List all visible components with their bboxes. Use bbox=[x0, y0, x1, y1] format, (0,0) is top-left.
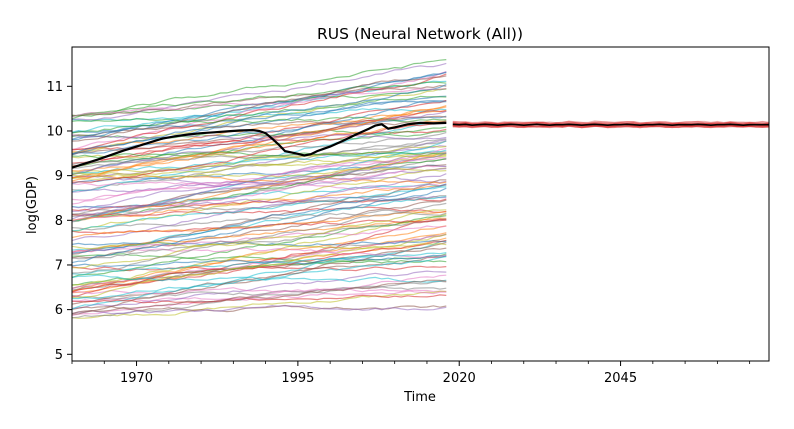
y-tick-label: 10 bbox=[46, 124, 63, 139]
country-series-line bbox=[72, 167, 447, 178]
country-series-line bbox=[72, 126, 447, 168]
country-series-line bbox=[72, 274, 447, 317]
country-series-line bbox=[72, 84, 447, 117]
country-series-line bbox=[72, 153, 447, 160]
x-tick-label: 2045 bbox=[604, 371, 637, 386]
country-series-line bbox=[72, 109, 447, 153]
country-series-line bbox=[72, 304, 447, 315]
country-series-line bbox=[72, 179, 447, 255]
country-series-line bbox=[72, 186, 447, 232]
country-series-line bbox=[72, 279, 447, 315]
country-series-line bbox=[72, 199, 447, 259]
country-series-line bbox=[72, 274, 447, 283]
country-series-line bbox=[72, 195, 447, 209]
forecast-sample-line bbox=[452, 124, 769, 129]
plot-frame bbox=[71, 46, 770, 362]
country-series-line bbox=[72, 213, 447, 286]
country-series-line bbox=[72, 253, 447, 265]
country-series-line bbox=[72, 287, 447, 295]
country-series-line bbox=[72, 225, 447, 292]
y-tick-label: 6 bbox=[55, 303, 63, 318]
y-tick-label: 8 bbox=[55, 214, 63, 229]
country-series-line bbox=[72, 105, 447, 182]
country-series-line bbox=[72, 209, 447, 269]
chart-title: RUS (Neural Network (All)) bbox=[317, 25, 523, 43]
country-series-line bbox=[72, 59, 447, 120]
x-axis: 1970 1995 2020 2045 bbox=[71, 361, 751, 386]
forecast-sample-line bbox=[452, 124, 769, 129]
country-series-line bbox=[72, 256, 447, 300]
country-series-line bbox=[72, 147, 447, 205]
country-series-line bbox=[72, 202, 447, 274]
country-series-line bbox=[72, 81, 447, 117]
y-axis: 5 6 7 8 9 10 11 bbox=[46, 80, 72, 363]
country-series-line bbox=[72, 115, 447, 155]
x-tick-label: 2020 bbox=[443, 371, 476, 386]
country-series-line bbox=[72, 100, 447, 134]
country-series-line bbox=[72, 211, 447, 239]
country-series-line bbox=[72, 134, 447, 142]
country-series-line bbox=[72, 131, 447, 169]
country-series-line bbox=[72, 290, 447, 319]
x-tick-label: 1970 bbox=[120, 371, 153, 386]
country-series-line bbox=[72, 219, 447, 298]
highlight-series-line bbox=[72, 121, 447, 169]
country-series-line bbox=[72, 106, 447, 179]
forecast-sample-line bbox=[452, 121, 769, 126]
country-series-line bbox=[72, 184, 447, 222]
country-series-line bbox=[72, 218, 447, 260]
country-series-line bbox=[72, 151, 447, 159]
forecast-sample-line bbox=[452, 120, 769, 125]
country-series-line bbox=[72, 152, 447, 220]
country-series-line bbox=[72, 87, 447, 118]
country-series-line bbox=[72, 152, 447, 221]
country-series-line bbox=[72, 83, 447, 155]
forecast-sample-line bbox=[452, 121, 769, 126]
country-series-line bbox=[72, 140, 447, 166]
country-series-line bbox=[72, 241, 447, 250]
x-axis-label: Time bbox=[403, 390, 436, 405]
forecast-mean-line bbox=[452, 123, 769, 127]
country-series-line bbox=[72, 168, 447, 193]
forecast-sample-line bbox=[452, 125, 769, 129]
country-series-line bbox=[72, 165, 447, 222]
country-series-line bbox=[72, 62, 447, 121]
forecast-sample-line bbox=[452, 124, 769, 129]
x-tick-label: 1995 bbox=[281, 371, 314, 386]
country-series-line bbox=[72, 206, 447, 217]
country-series-line bbox=[72, 122, 447, 183]
plot-area bbox=[72, 59, 769, 319]
y-tick-label: 9 bbox=[55, 169, 63, 184]
country-series-line bbox=[72, 95, 447, 134]
y-axis-label: log(GDP) bbox=[25, 176, 40, 234]
country-series-line bbox=[72, 187, 447, 264]
y-tick-label: 11 bbox=[46, 80, 63, 95]
forecast-sample-line bbox=[452, 120, 769, 124]
y-tick-label: 5 bbox=[55, 348, 63, 363]
country-series-line bbox=[72, 153, 447, 181]
country-series-line bbox=[72, 73, 447, 150]
country-series-line bbox=[72, 174, 447, 184]
y-tick-label: 7 bbox=[55, 258, 63, 273]
country-series-line bbox=[72, 252, 447, 275]
country-series-line bbox=[72, 294, 447, 304]
country-series-line bbox=[72, 175, 447, 186]
country-series-line bbox=[72, 270, 447, 309]
